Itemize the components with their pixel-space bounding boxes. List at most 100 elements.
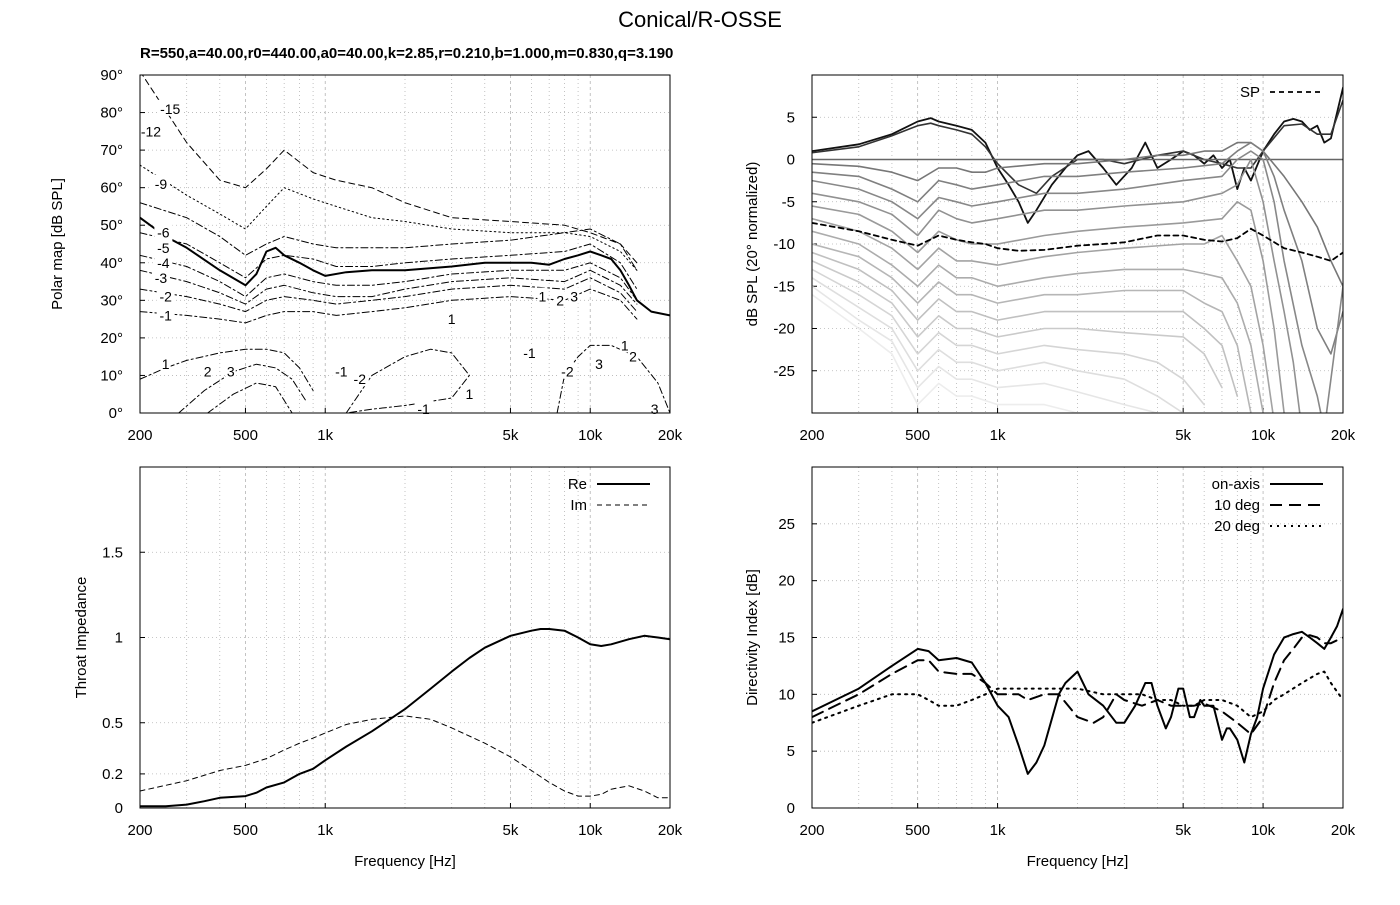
contour-label-bg <box>555 291 566 308</box>
di-x-tick-label: 10k <box>1251 822 1276 839</box>
contour-label-bg <box>649 400 660 417</box>
contour-label-bg <box>446 310 457 327</box>
contour-label-2: -2 <box>354 371 367 387</box>
impedance-x-tick-label: 200 <box>127 822 152 839</box>
polar-y-tick-label: 50° <box>100 217 123 234</box>
impedance-y-tick-label: 0 <box>115 800 123 817</box>
spl-series-70deg <box>812 201 1285 413</box>
spl-x-tick-label: 200 <box>799 427 824 444</box>
polar-x-tick-label: 1k <box>317 427 333 444</box>
spl-series-90deg <box>812 230 1264 413</box>
polar-y-tick-label: 90° <box>100 67 123 84</box>
contour-label-1: 1 <box>466 386 474 402</box>
spl-series-120deg <box>812 260 1223 389</box>
contour-label-bg <box>627 347 638 364</box>
polar-y-tick-label: 0° <box>109 405 123 422</box>
contour-label-bg <box>520 343 539 360</box>
legend-label-sp: SP <box>1240 84 1260 101</box>
figure-subtitle: R=550,a=40.00,r0=440.00,a0=40.00,k=2.85,… <box>140 45 673 62</box>
spl-x-tick-label: 20k <box>1331 427 1356 444</box>
impedance-y-axis-label: Throat Impedance <box>73 577 90 699</box>
impedance-y-tick-label: 1.5 <box>102 544 123 561</box>
contour-label-bg <box>464 385 475 402</box>
spl-series-group <box>812 86 1343 413</box>
polar-series-4 <box>140 254 638 301</box>
spl-y-tick-label: 5 <box>787 109 795 126</box>
polar-x-tick-label: 5k <box>503 427 519 444</box>
spl-series-110deg <box>812 251 1239 397</box>
spl-series-160deg <box>812 293 1126 413</box>
polar-map-panel: 200 500 1k 5k 10k 20k 0° 10° 20° 30° 40° 50° 60° 70° 8… <box>49 67 683 444</box>
polar-series-2 <box>178 363 307 413</box>
spl-plot-frame <box>811 74 1344 414</box>
polar-series-15 <box>141 75 638 264</box>
contour-label-bg <box>160 355 171 372</box>
contour-label-1: -1 <box>335 364 348 380</box>
polar-series-6 <box>140 232 638 290</box>
impedance-x-tick-label: 20k <box>658 822 683 839</box>
contour-label-bg <box>137 122 164 139</box>
spl-series-130deg <box>812 268 1205 406</box>
di-series-group <box>812 608 1343 775</box>
polar-x-tick-label: 10k <box>578 427 603 444</box>
polar-series-1 <box>140 348 314 391</box>
contour-label-bg <box>154 238 173 255</box>
polar-x-tick-label: 200 <box>127 427 152 444</box>
impedance-x-axis-label: Frequency [Hz] <box>354 853 456 870</box>
contour-label-2: -2 <box>561 364 574 380</box>
spl-series-80deg <box>812 217 1274 413</box>
di-y-tick-label: 10 <box>778 686 795 703</box>
di-x-tick-label: 20k <box>1331 822 1356 839</box>
legend-label-im: Im <box>570 497 587 514</box>
di-x-tick-label: 500 <box>905 822 930 839</box>
throat-impedance-panel: 200 500 1k 5k 10k 20k 0 0.2 0.5 1 1.5 Re Im Throat Im… <box>73 466 683 870</box>
di-y-tick-label: 20 <box>778 573 795 590</box>
impedance-y-tick-label: 0.5 <box>102 715 123 732</box>
contour-label-bg <box>202 362 213 379</box>
spl-normalized-panel: 200 500 1k 5k 10k 20k -25 -20 -15 -10 -5 0 5 SP dB SPL… <box>744 74 1356 444</box>
contour-label-bg <box>332 362 351 379</box>
contour-label-3: 3 <box>651 401 659 417</box>
spl-series-100deg <box>812 243 1252 413</box>
contour-label-6: -6 <box>157 225 170 241</box>
legend-label-re: Re <box>568 476 587 493</box>
contour-label-3: 3 <box>595 356 603 372</box>
impedance-series-im <box>140 715 670 799</box>
contour-label-bg <box>558 362 577 379</box>
polar-series-3 <box>140 269 638 305</box>
polar-series-1b <box>345 348 470 413</box>
spl-y-tick-label: -20 <box>773 321 795 338</box>
impedance-series-group <box>140 628 670 808</box>
spl-y-axis-label: dB SPL (20° normalized) <box>744 162 761 327</box>
spl-series-30deg <box>812 141 1343 288</box>
di-y-axis-label: Directivity Index [dB] <box>744 569 761 706</box>
polar-y-tick-label: 20° <box>100 330 123 347</box>
contour-label-3: 3 <box>227 364 235 380</box>
spl-x-tick-label: 5k <box>1175 427 1191 444</box>
contour-label-bg <box>537 287 548 304</box>
polar-x-tick-label: 500 <box>233 427 258 444</box>
contour-label-bg <box>619 336 630 353</box>
spl-x-tick-label: 10k <box>1251 427 1276 444</box>
contour-label-bg <box>154 223 173 240</box>
di-grid <box>812 467 1343 808</box>
contour-label-bg <box>157 99 184 116</box>
contour-label-bg <box>225 362 236 379</box>
impedance-x-tick-label: 500 <box>233 822 258 839</box>
di-series-on-axis <box>812 608 1343 775</box>
contour-label-bg <box>594 355 605 372</box>
spl-series-150deg <box>812 285 1159 413</box>
spl-y-tick-label: -10 <box>773 236 795 253</box>
di-x-axis-label: Frequency [Hz] <box>1027 853 1129 870</box>
contour-label-1: 1 <box>162 356 170 372</box>
polar-y-axis-label: Polar map [dB SPL] <box>49 178 66 310</box>
contour-label-bg <box>350 370 369 387</box>
polar-series-3 <box>207 382 293 413</box>
contour-label-1: 1 <box>539 289 547 305</box>
polar-y-tick-label: 10° <box>100 367 123 384</box>
polar-series-9 <box>140 202 638 271</box>
impedance-series-re <box>140 628 670 808</box>
contour-label-bg <box>569 287 580 304</box>
contour-label-bg <box>156 306 175 323</box>
